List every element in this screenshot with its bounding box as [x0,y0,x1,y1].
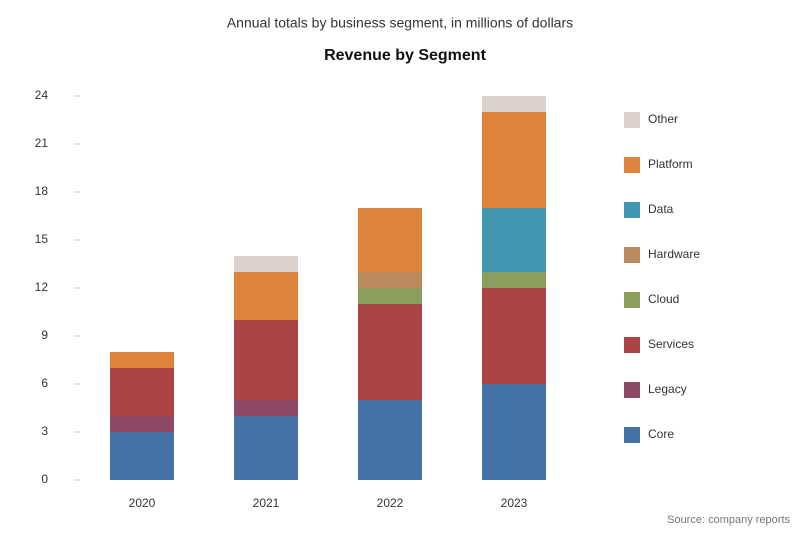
bar-segment [482,272,546,288]
y-tick-label: 6 [41,376,48,390]
legend-swatch [624,292,640,308]
bar-segment [482,96,546,112]
bar-segment [110,416,174,432]
source-note: Source: company reports [667,514,790,526]
bar-segment [482,208,546,272]
y-tick-label: 15 [35,232,49,246]
bar-segment [482,288,546,384]
bar-segment [234,256,298,272]
legend-label: Data [648,202,674,216]
bar-segment [110,432,174,480]
x-tick-label: 2020 [129,496,156,510]
legend-swatch [624,157,640,173]
x-tick-label: 2022 [377,496,404,510]
x-tick-label: 2021 [253,496,280,510]
legend-label: Legacy [648,382,687,396]
legend-swatch [624,382,640,398]
legend-label: Services [648,337,694,351]
bar-segment [482,384,546,480]
y-tick-label: 12 [35,280,49,294]
legend-swatch [624,247,640,263]
bar-segment [110,368,174,416]
bar-segment [358,400,422,480]
legend-swatch [624,202,640,218]
legend-swatch [624,337,640,353]
chart-title: Revenue by Segment [324,47,487,64]
legend-label: Other [648,112,678,126]
legend-label: Platform [648,157,693,171]
bar-segment [234,272,298,320]
bar-segment [234,400,298,416]
bar-segment [110,352,174,368]
bar-segment [234,320,298,400]
legend-swatch [624,112,640,128]
legend-label: Core [648,427,674,441]
y-tick-label: 21 [35,136,49,150]
y-tick-label: 9 [41,328,48,342]
bar-segment [358,208,422,272]
y-tick-label: 18 [35,184,49,198]
bar-segment [358,272,422,288]
legend-label: Cloud [648,292,679,306]
y-tick-label: 0 [41,472,48,486]
bar-segment [234,416,298,480]
bar-segment [358,304,422,400]
bar-segment [358,288,422,304]
chart-subtitle: Annual totals by business segment, in mi… [227,15,573,31]
legend-swatch [624,427,640,443]
bar-segment [482,112,546,208]
x-tick-label: 2023 [501,496,528,510]
legend-label: Hardware [648,247,700,261]
y-tick-label: 3 [41,424,48,438]
y-tick-label: 24 [35,88,49,102]
